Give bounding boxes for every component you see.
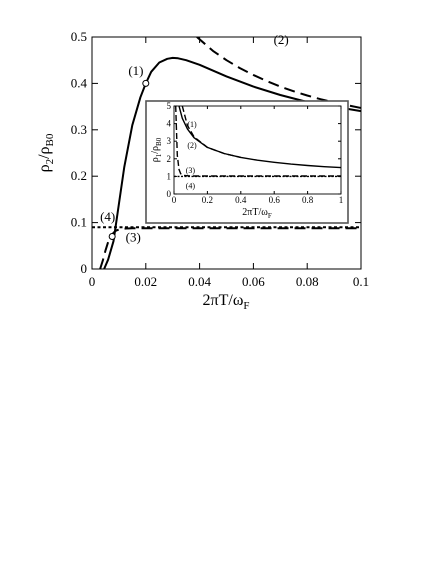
main-x-tick-label: 0.04: [188, 274, 211, 289]
main-y-tick-label: 0.4: [71, 75, 88, 90]
main-marker-1: [142, 79, 150, 87]
main-y-tick-label: 0.1: [71, 215, 87, 230]
inset-panel: [145, 100, 349, 224]
main-y-tick-label: 0.2: [71, 168, 87, 183]
inset-y-sub2: B0: [155, 137, 163, 146]
inset-plot-frame: [173, 105, 342, 195]
inset-series-3-line: [175, 106, 341, 177]
main-annotations: (1) (2) (3) (4): [100, 32, 289, 245]
inset-series-label-2: (2): [187, 141, 197, 150]
inset-annotations: (1) (2) (3) (4): [186, 120, 197, 191]
main-series-label-2: (2): [274, 32, 289, 47]
main-series-label-3: (3): [126, 230, 141, 245]
inset-series-2-line: [181, 106, 241, 159]
main-x-label: 2πT/ω: [203, 292, 244, 309]
main-x-tick-label: 0.08: [296, 274, 319, 289]
inset-series-label-1: (1): [187, 120, 197, 129]
main-y-tick-label: 0: [81, 261, 88, 276]
inset-y-slash: /ρ: [150, 146, 161, 154]
main-x-sub: F: [243, 300, 249, 312]
main-plot-frame: [91, 36, 362, 270]
main-marker-2: [108, 233, 116, 241]
main-chart: 0 0.02 0.04 0.06 0.08 0.1 0 0.1 0.2 0.3 0.4 0.5 (1)…: [36, 29, 369, 312]
inset-y-tick-label: 1: [167, 171, 172, 181]
main-y-axis-title: ρ2/ρB0: [36, 133, 56, 172]
inset-x-tick-label: 0.4: [235, 195, 247, 205]
inset-y-tick-label: 0: [167, 189, 172, 199]
inset-series-label-3: (3): [186, 166, 196, 175]
inset-x-tick-label: 0.6: [269, 195, 281, 205]
main-x-tick-label: 0.06: [242, 274, 265, 289]
inset-y-tick-label: 4: [167, 119, 172, 129]
inset-series-layer: [174, 106, 341, 178]
main-y-sub: 2: [44, 159, 56, 165]
inset-y-tick-label: 5: [167, 101, 172, 111]
inset-y-rho: ρ: [150, 157, 161, 162]
inset-x-tick-label: 0: [172, 195, 177, 205]
main-x-tick-label: 0: [89, 274, 96, 289]
inset-y-sub: 1: [155, 153, 163, 157]
main-ticks: 0 0.02 0.04 0.06 0.08 0.1 0 0.1 0.2 0.3 0.4 0.5: [71, 29, 369, 289]
main-series-2-line: [196, 37, 361, 109]
main-x-tick-label: 0.02: [134, 274, 157, 289]
main-y-tick-label: 0.5: [71, 29, 87, 44]
inset-x-tick-label: 0.8: [302, 195, 314, 205]
main-y-slash: /ρ: [36, 146, 53, 158]
main-x-tick-label: 0.1: [353, 274, 369, 289]
inset-y-tick-label: 3: [167, 136, 172, 146]
main-series-1-line: [103, 56, 361, 269]
inset-x-label: 2πT/ω: [242, 207, 268, 218]
inset-x-sub: F: [268, 212, 272, 220]
main-series-label-4: (4): [100, 209, 115, 224]
inset-x-tick-label: 0.2: [202, 195, 213, 205]
inset-y-tick-label: 2: [167, 154, 172, 164]
inset-ticks: 0 0.2 0.4 0.6 0.8 1 0 1 2 3 4 5: [167, 101, 344, 205]
main-x-axis-title: 2πT/ωF: [203, 292, 250, 312]
main-y-tick-label: 0.3: [71, 122, 87, 137]
main-y-rho: ρ: [36, 164, 53, 172]
main-series-label-1: (1): [128, 63, 143, 78]
main-y-sub2: B0: [44, 133, 56, 146]
inset-x-axis-title: 2πT/ωF: [242, 207, 272, 220]
inset-y-axis-title: ρ1/ρB0: [150, 137, 163, 162]
inset-series-label-4: (4): [186, 182, 196, 191]
inset-x-tick-label: 1: [339, 195, 344, 205]
